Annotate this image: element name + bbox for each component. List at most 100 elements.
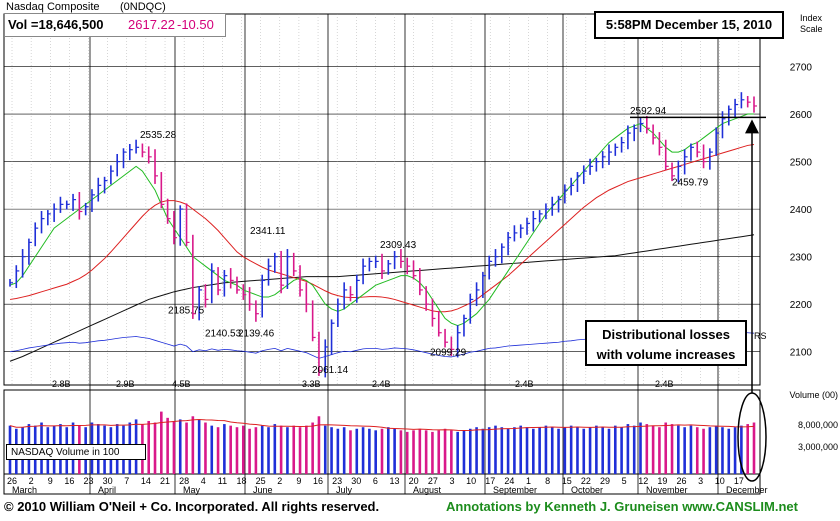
volume-average-line <box>9 419 755 431</box>
volume-bar <box>708 427 712 474</box>
price-annotation: 2341.11 <box>250 226 286 237</box>
volume-bar <box>172 420 176 474</box>
scale-label-line-1: Index <box>800 13 823 23</box>
x-tick-label: 4 <box>201 476 206 486</box>
x-tick-label: 1 <box>526 476 531 486</box>
x-tick-label: 18 <box>237 476 247 486</box>
volume-bar <box>746 424 749 474</box>
volume-bar <box>273 424 277 474</box>
x-tick-label: 23 <box>84 476 94 486</box>
x-tick-label: 22 <box>581 476 591 486</box>
volume-bar <box>519 425 523 474</box>
volume-bar <box>197 419 201 474</box>
volume-bar <box>424 430 428 474</box>
volume-bar <box>147 420 151 474</box>
volume-bar <box>481 428 485 474</box>
volume-bar <box>664 422 668 474</box>
x-tick-label: 13 <box>390 476 400 486</box>
volume-bar <box>677 425 680 474</box>
x-tick-label: 17 <box>734 476 744 486</box>
x-tick-label: 9 <box>296 476 301 486</box>
volume-legend: NASDAQ Volume in 100 <box>6 444 146 460</box>
volume-bar <box>544 425 548 474</box>
volume-bar <box>267 427 270 474</box>
month-label: December <box>726 485 768 495</box>
volume-bar <box>645 424 649 474</box>
y-tick-label: 2600 <box>790 110 813 121</box>
volume-bar <box>330 427 333 474</box>
volume-bar <box>532 428 535 474</box>
volume-bar <box>210 425 214 474</box>
volume-bar <box>487 427 491 474</box>
volume-bar <box>355 428 359 474</box>
y-tick-label: 2400 <box>790 205 813 216</box>
volume-bar <box>721 427 724 474</box>
ma50-line <box>9 113 754 327</box>
month-label: May <box>183 485 201 495</box>
x-tick-label: 16 <box>64 476 74 486</box>
x-tick-label: 21 <box>160 476 170 486</box>
volume-bar <box>368 428 371 474</box>
x-tick-label: 11 <box>218 476 227 486</box>
volume-bar <box>405 431 409 474</box>
x-tick-label: 10 <box>715 476 725 486</box>
x-tick-label: 3 <box>698 476 703 486</box>
timestamp-box: 5:58PM December 15, 2010 <box>594 11 784 39</box>
volume-bar <box>456 431 459 474</box>
volume-bar <box>607 428 611 474</box>
volume-bar <box>160 411 163 474</box>
quote-box: Vol =18,646,500 2617.22 -10.50 <box>4 13 226 37</box>
volume-annotation: 3.3B <box>302 379 321 389</box>
price-annotation: 2592.94 <box>630 106 667 117</box>
volume-bar <box>689 425 693 474</box>
volume-bar <box>443 428 447 474</box>
volume-bar <box>626 424 630 474</box>
x-tick-label: 9 <box>48 476 53 486</box>
x-tick-label: 15 <box>562 476 572 486</box>
volume-bar <box>576 427 579 474</box>
x-tick-label: 30 <box>103 476 113 486</box>
volume-bar <box>412 430 415 474</box>
volume-bar <box>525 427 529 474</box>
month-label: November <box>646 485 688 495</box>
volume-bar <box>248 428 251 474</box>
index-title: Nasdaq Composite <box>6 1 100 13</box>
price-annotation: 2099.29 <box>430 348 467 359</box>
month-label: August <box>413 485 442 495</box>
volume-bar <box>292 425 296 474</box>
x-tick-label: 5 <box>622 476 627 486</box>
volume-bar <box>752 422 756 474</box>
volume-bar <box>462 430 466 474</box>
change-readout: -10.50 <box>177 17 214 32</box>
volume-bar <box>418 428 422 474</box>
volume-annotation: 2.8B <box>52 379 71 389</box>
volume-bar <box>317 416 321 474</box>
volume-bar <box>166 417 169 474</box>
volume-bar <box>639 422 642 474</box>
x-tick-label: 27 <box>428 476 438 486</box>
month-label: March <box>12 485 37 495</box>
volume-bar <box>538 427 541 474</box>
month-label: October <box>571 485 603 495</box>
volume-readout: Vol =18,646,500 <box>8 17 104 32</box>
volume-bar <box>185 422 188 474</box>
volume-annotation: 2.4B <box>515 379 534 389</box>
volume-bar <box>254 427 258 474</box>
volume-bar <box>153 422 157 474</box>
price-annotation: 2535.28 <box>140 130 177 141</box>
volume-bar <box>374 430 377 474</box>
x-tick-label: 23 <box>332 476 342 486</box>
annotation-credit: Annotations by Kenneth J. Gruneisen www.… <box>446 499 798 514</box>
volume-bar <box>361 427 365 474</box>
volume-bar <box>204 422 207 474</box>
annotation-arrows <box>630 116 767 482</box>
x-tick-label: 3 <box>449 476 454 486</box>
price-bars <box>9 92 757 378</box>
x-tick-label: 2 <box>29 476 34 486</box>
month-label: July <box>336 485 353 495</box>
volume-annotation: 4.5B <box>172 379 191 389</box>
volume-bar <box>349 430 352 474</box>
price-annotation: 2140.53 <box>205 329 242 340</box>
x-tick-label: 26 <box>7 476 17 486</box>
